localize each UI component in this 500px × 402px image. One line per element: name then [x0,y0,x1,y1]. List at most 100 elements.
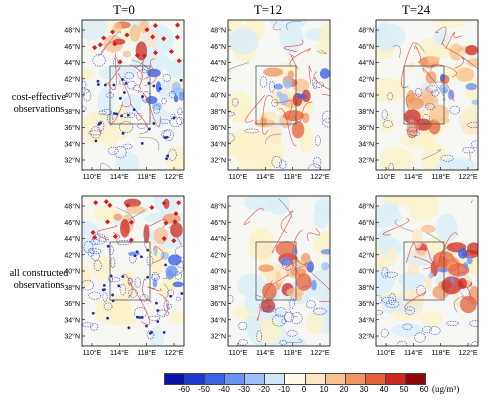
lat-tick-label: 36°N [64,300,80,308]
lat-tick-label: 38°N [210,284,226,292]
lat-tick-label: 48°N [64,203,80,211]
lon-tick-label: 110°E [377,173,396,181]
lat-tick-label: 32°N [210,333,226,341]
colorbar-swatch [184,374,205,384]
lon-tick-label: 114°E [110,349,129,357]
lat-tick-label: 36°N [358,124,374,132]
lat-tick-label: 40°N [64,268,80,276]
colorbar-swatch [204,374,225,384]
row-label-all-constructed: all constructed observations [9,268,69,291]
column-title-t0: T=0 [113,2,135,17]
colorbar-swatch [344,374,365,384]
lat-tick-label: 32°N [64,157,80,165]
lat-tick-label: 36°N [358,300,374,308]
lat-tick-label: 44°N [64,235,80,243]
lat-tick-label: 44°N [64,59,80,67]
map-panel-r0-c0: 32°N 34°N 36°N 38°N 40°N 42°N 44°N 46°N 48°N 110°… [64,19,185,181]
colorbar-tick-label: 30 [359,385,369,394]
lon-tick-label: 118°E [431,349,450,357]
lat-tick-label: 40°N [64,92,80,100]
lat-tick-label: 40°N [358,268,374,276]
colorbar-tick-label: -50 [198,385,210,394]
colorbar-tick-label: -30 [238,385,250,394]
lat-tick-label: 42°N [210,251,226,259]
map-panel-r1-c2: 32°N 34°N 36°N 38°N 40°N 42°N 44°N 46°N 48°N 110°… [358,195,479,357]
lat-tick-label: 32°N [358,157,374,165]
lon-tick-label: 122°E [458,173,477,181]
lat-tick-label: 42°N [358,75,374,83]
row-label-cost-effective: cost-effective observations [11,92,67,115]
lon-tick-label: 110°E [229,349,248,357]
lat-tick-label: 42°N [64,251,80,259]
lat-tick-label: 46°N [64,43,80,51]
colorbar-tick-label: -40 [218,385,230,394]
lat-tick-label: 46°N [210,219,226,227]
lat-tick-label: 48°N [358,27,374,35]
colorbar-swatch [264,374,285,384]
lon-tick-label: 114°E [256,349,275,357]
lat-tick-label: 34°N [64,140,80,148]
lat-tick-label: 46°N [358,43,374,51]
lon-tick-label: 122°E [310,349,329,357]
colorbar-swatch [244,374,265,384]
colorbar-tick-label: 40 [379,385,389,394]
lon-tick-label: 114°E [404,349,423,357]
lat-tick-label: 48°N [210,27,226,35]
map-panel-r1-c1: 32°N 34°N 36°N 38°N 40°N 42°N 44°N 46°N 48°N 110°… [210,195,331,357]
column-title-t12: T=12 [253,2,283,17]
lat-tick-label: 34°N [210,140,226,148]
lon-tick-label: 118°E [137,173,156,181]
lat-tick-label: 44°N [358,59,374,67]
colorbar-swatch [404,374,426,384]
lat-tick-label: 48°N [64,27,80,35]
colorbar-swatch [165,374,185,384]
lon-tick-label: 118°E [137,349,156,357]
lat-tick-label: 34°N [210,316,226,324]
lon-tick-label: 110°E [229,173,248,181]
lon-tick-label: 122°E [458,349,477,357]
lat-tick-label: 36°N [64,124,80,132]
colorbar-tick-label: 10 [319,385,329,394]
lat-tick-label: 42°N [358,251,374,259]
lat-tick-label: 44°N [358,235,374,243]
lat-tick-label: 38°N [358,284,374,292]
lat-tick-label: 42°N [210,75,226,83]
lat-tick-label: 38°N [210,108,226,116]
lon-tick-label: 114°E [110,173,129,181]
map-panel-r1-c0: 32°N 34°N 36°N 38°N 40°N 42°N 44°N 46°N 48°N 110°… [64,195,185,357]
colorbar-tick-label: -20 [258,385,270,394]
colorbar-swatch [324,374,345,384]
lat-tick-label: 46°N [358,219,374,227]
lat-tick-label: 38°N [358,108,374,116]
colorbar-tick-label: 50 [399,385,409,394]
lat-tick-label: 44°N [210,235,226,243]
lat-tick-label: 32°N [358,333,374,341]
lat-tick-label: 40°N [358,92,374,100]
colorbar-swatch [224,374,245,384]
colorbar-swatch [384,374,405,384]
colorbar-swatch [284,374,305,384]
lat-tick-label: 48°N [210,203,226,211]
lat-tick-label: 36°N [210,300,226,308]
lat-tick-label: 38°N [64,284,80,292]
colorbar-tick-label: 0 [301,385,307,394]
lat-tick-label: 40°N [210,92,226,100]
colorbar-swatch [364,374,385,384]
lon-tick-label: 122°E [164,349,183,357]
lat-tick-label: 32°N [210,157,226,165]
lon-tick-label: 118°E [431,173,450,181]
lat-tick-label: 42°N [64,75,80,83]
lon-tick-label: 110°E [83,173,102,181]
lat-tick-label: 46°N [64,219,80,227]
colorbar-tick-label: -60 [178,385,190,394]
colorbar-swatch [304,374,325,384]
lon-tick-label: 110°E [377,349,396,357]
lat-tick-label: 34°N [358,316,374,324]
lon-tick-label: 118°E [283,349,302,357]
colorbar-tick-label: -10 [278,385,290,394]
lon-tick-label: 114°E [404,173,423,181]
lat-tick-label: 36°N [210,124,226,132]
lat-tick-label: 34°N [358,140,374,148]
colorbar-tick-label: 60 [419,385,429,394]
